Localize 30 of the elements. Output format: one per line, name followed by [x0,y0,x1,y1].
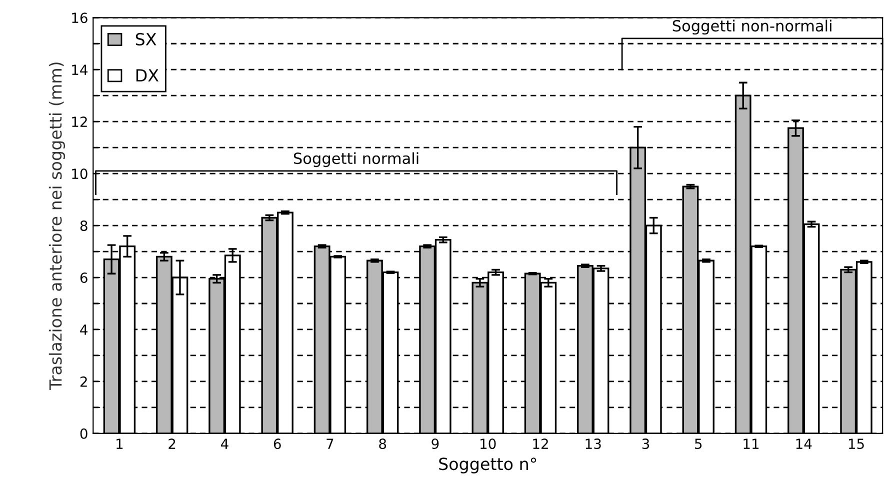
annotation: Soggetti non-normali [672,20,832,35]
y-tick-label: 16 [72,12,88,24]
x-tick-label: 5 [695,438,702,450]
x-tick-label: 8 [379,438,386,450]
x-tick-label: 9 [432,438,439,450]
x-tick-label: 3 [642,438,650,450]
x-tick-label: 12 [533,438,548,449]
x-tick-label: 2 [168,438,176,449]
legend-label: DX [136,69,159,82]
y-tick-label: 10 [72,168,88,180]
x-tick-label: 11 [744,438,759,449]
y-tick-label: 2 [80,376,87,387]
y-tick-label: 8 [80,220,88,232]
x-tick-label: 7 [326,438,334,449]
y-tick-label: 12 [72,116,87,127]
x-tick-label: 4 [220,438,228,449]
y-tick-label: 14 [72,64,88,75]
y-tick-label: 0 [80,428,88,439]
x-axis-title: Soggetto n° [439,458,536,474]
x-tick-label: 6 [274,438,281,450]
y-tick-label: 4 [80,324,88,335]
x-tick-label: 13 [586,438,601,450]
x-tick-label: 14 [796,438,812,449]
y-axis-title: Traslazione anteriore nei soggetti (mm) [48,62,66,390]
legend-label: SX [136,32,156,46]
y-tick-label: 6 [80,272,88,283]
annotation: Soggetti normali [294,152,418,168]
x-tick-label: 10 [480,438,496,450]
x-tick-label: 1 [116,438,123,449]
x-tick-label: 15 [848,438,864,450]
